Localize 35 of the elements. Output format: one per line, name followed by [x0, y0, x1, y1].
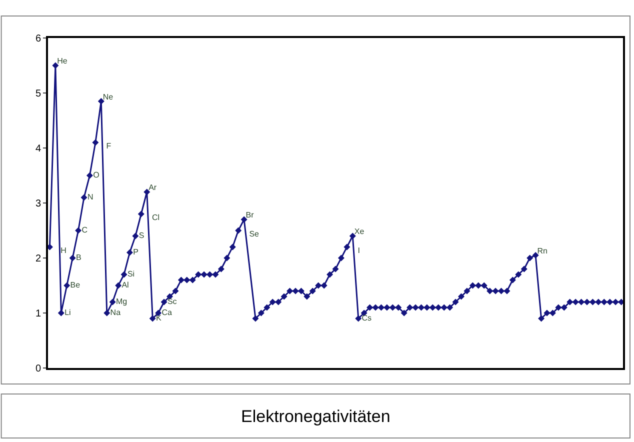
text: Elektronegativitäten: [241, 407, 390, 426]
y-tick-label: 5: [35, 88, 42, 100]
data-label: K: [156, 314, 162, 322]
y-tick-label: 0: [35, 364, 42, 374]
data-label: Cs: [362, 314, 372, 322]
data-label: Na: [110, 308, 122, 317]
data-label: Cl: [152, 213, 160, 222]
data-label: F: [106, 142, 112, 150]
data-label: C: [82, 226, 88, 234]
data-label: O: [93, 170, 100, 180]
data-label: Se: [249, 230, 260, 238]
y-tick-label: 4: [35, 144, 42, 154]
y-tick-label: 1: [35, 308, 42, 320]
data-label: N: [87, 192, 94, 202]
data-label: S: [138, 231, 144, 240]
data-label: Be: [70, 280, 81, 290]
data-label: He: [57, 56, 68, 66]
data-label: B: [76, 253, 82, 262]
data-label: P: [133, 248, 139, 256]
y-tick-label: 6: [35, 34, 42, 44]
data-label: Mg: [116, 297, 128, 306]
data-label: Ca: [162, 308, 173, 317]
y-tick-label: 2: [35, 254, 42, 264]
data-label: H: [60, 246, 67, 255]
data-label: I: [358, 246, 360, 255]
data-label: Al: [122, 280, 130, 290]
data-label: Rn: [537, 246, 548, 256]
data-label: Br: [246, 210, 254, 220]
data-label: Ne: [102, 92, 114, 102]
data-label: Si: [127, 270, 135, 278]
data-label: Li: [64, 308, 72, 317]
data-label: Xe: [354, 227, 365, 236]
y-tick-label: 3: [35, 198, 42, 210]
data-label: Ar: [148, 183, 157, 192]
data-label: Sc: [167, 297, 177, 306]
